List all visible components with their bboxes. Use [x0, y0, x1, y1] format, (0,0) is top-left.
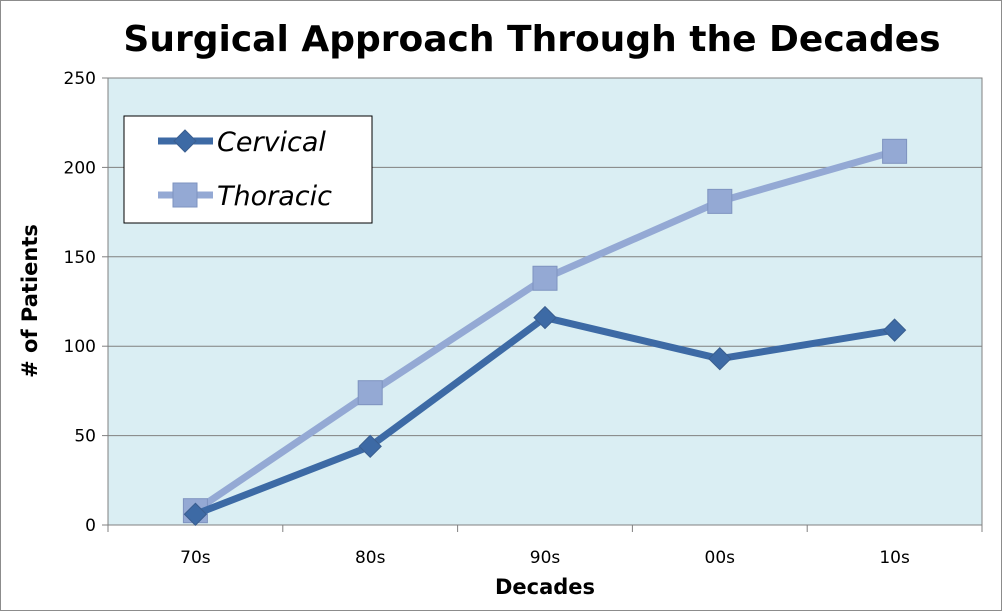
y-tick-label: 250: [64, 69, 96, 89]
legend: Cervical Thoracic: [123, 115, 373, 224]
legend-entry-thoracic: Thoracic: [158, 181, 332, 212]
y-axis: 0 50 100 150 200 250: [64, 69, 108, 536]
data-point: [358, 434, 382, 459]
data-point: [707, 188, 733, 214]
data-point: [532, 265, 558, 291]
y-tick-label: 150: [64, 248, 96, 268]
y-tick-label: 100: [64, 337, 96, 357]
legend-label: Cervical: [217, 127, 326, 158]
data-point: [183, 502, 208, 526]
legend-marker: [173, 129, 197, 153]
x-tick-label: 00s: [705, 548, 736, 568]
legend-marker: [172, 182, 198, 208]
x-tick-label: 70s: [180, 548, 211, 568]
y-tick-label: 50: [74, 427, 96, 447]
series-cervical: [183, 305, 907, 526]
data-point: [882, 138, 908, 164]
data-point: [357, 380, 383, 406]
x-tick-label: 80s: [355, 548, 386, 568]
legend-box: [123, 115, 373, 224]
x-axis-title: Decades: [495, 575, 595, 599]
gridlines: [108, 166, 982, 437]
y-tick-label: 200: [64, 158, 96, 178]
y-tick-label: 0: [85, 516, 96, 536]
x-tick-label: 10s: [879, 548, 910, 568]
series-layer: [182, 138, 908, 526]
data-point: [882, 318, 907, 342]
legend-label: Thoracic: [217, 181, 332, 212]
chart-title: Surgical Approach Through the Decades: [123, 19, 940, 60]
data-point: [708, 347, 732, 371]
x-axis: 70s 80s 90s 00s 10s: [107, 525, 983, 568]
data-point: [533, 305, 557, 330]
x-tick-label: 90s: [530, 548, 561, 568]
y-axis-title: # of Patients: [18, 224, 42, 378]
legend-entry-cervical: Cervical: [158, 127, 326, 158]
